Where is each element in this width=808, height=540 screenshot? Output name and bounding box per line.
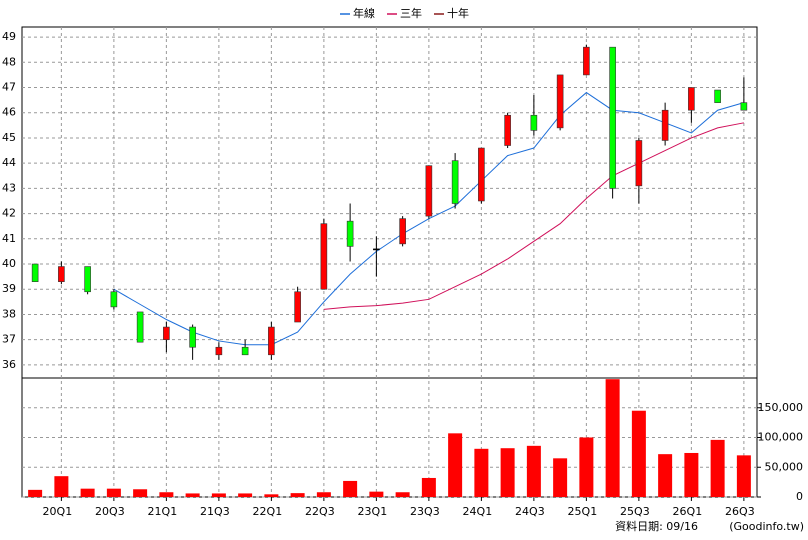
candle-body [714,89,721,103]
line-series [323,122,744,310]
y-tick-label: 36 [2,358,16,371]
y-tick-label: 37 [2,333,16,346]
candle-body [373,248,380,251]
y-tick-label: 47 [2,81,16,94]
candle-body [84,266,91,293]
y-tick-label: 41 [2,232,16,245]
y-tick-label: 42 [2,207,16,220]
y-tick-label: 46 [2,106,16,119]
x-tick-label: 26Q1 [673,505,703,518]
legend-label: 十年 [447,6,469,20]
volume-bar [448,433,463,497]
y-tick-label: 49 [2,30,16,43]
volume-bar [343,480,358,497]
candle-body [451,160,459,204]
volume-bar [579,437,594,497]
y-tick-label: 0 [796,490,803,503]
candle-body [294,291,301,323]
x-tick-label: 23Q3 [410,505,440,518]
volume-bar [159,492,174,497]
candle-body [163,326,170,340]
y-tick-label: 48 [2,55,16,68]
candle-body [268,326,275,356]
candle-body [688,87,695,111]
candle-body [58,266,65,282]
x-tick-label: 26Q3 [725,505,755,518]
volume-bar [500,448,515,497]
x-tick-label: 25Q1 [568,505,598,518]
footer-date: 資料日期: 09/16 [615,519,698,533]
volume-bar [710,439,725,497]
x-tick-label: 24Q3 [515,505,545,518]
volume-bar [605,379,620,497]
volume-bar [684,452,699,497]
candle-body [504,114,511,146]
candle-body [425,165,433,217]
y-tick-label: 45 [2,131,16,144]
candle-body [320,223,328,290]
volume-bar [395,492,410,497]
x-tick-label: 22Q3 [305,505,335,518]
y-tick-label: 44 [2,156,16,169]
candle-body [31,263,39,282]
volume-bar [369,491,384,497]
candle-body [399,218,406,245]
line-series [113,91,745,346]
candle-body [241,346,249,356]
y-tick-label: 150,000 [758,401,804,414]
volume-bar [80,488,95,497]
volume-bar [264,494,279,497]
volume-bar [553,458,568,497]
y-tick-label: 100,000 [758,431,804,444]
x-tick-label: 25Q3 [620,505,650,518]
y-tick-label: 40 [2,257,16,270]
x-tick-label: 21Q3 [200,505,230,518]
y-tick-label: 50,000 [765,460,804,473]
volume-bar [316,492,331,497]
plot-frame [21,26,758,498]
volume-bar [290,493,305,497]
candle-body [661,109,669,141]
candle-body [556,74,564,129]
candle-body [609,46,616,189]
candle-body [189,326,196,348]
candle-body [346,220,354,247]
x-tick-label: 20Q3 [95,505,125,518]
volume-bar [54,476,69,497]
footer-source: (Goodinfo.tw) [729,520,804,533]
y-tick-label: 43 [2,181,16,194]
candle-body [740,102,748,111]
volume-bar [474,448,489,497]
legend-label: 三年 [400,6,422,20]
volume-bar [421,477,436,497]
volume-bar [238,493,253,497]
volume-bar [211,493,226,497]
volume-bar [185,493,200,497]
candle-body [478,147,485,202]
volume-bar [133,489,148,497]
candle-body [136,311,144,343]
volume-bar [28,489,43,497]
volume-bar [658,454,673,497]
candle-body [635,140,643,187]
y-tick-label: 38 [2,307,16,320]
x-tick-label: 24Q1 [463,505,493,518]
x-tick-label: 20Q1 [43,505,73,518]
legend-label: 年線 [353,6,375,20]
x-tick-label: 23Q1 [358,505,388,518]
y-tick-label: 39 [2,282,16,295]
volume-bar [736,455,751,497]
x-tick-label: 21Q1 [148,505,178,518]
volume-bar [526,445,541,497]
x-tick-label: 22Q1 [253,505,283,518]
candle-body [530,114,538,131]
volume-bar [631,410,646,497]
candle-body [215,346,223,356]
candle-body [110,291,118,308]
candle-body [583,46,590,76]
volume-bar [106,488,121,497]
